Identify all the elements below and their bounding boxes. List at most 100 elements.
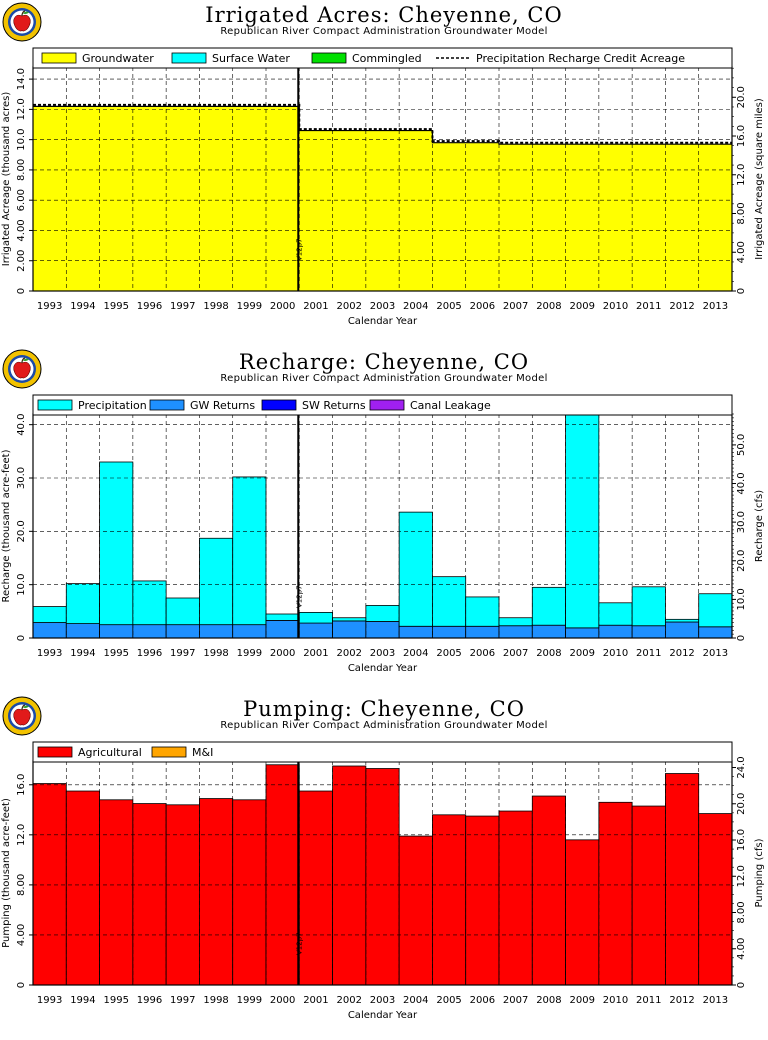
x-tick-label: 2012 [669, 301, 694, 312]
x-tick-label: 1997 [170, 648, 195, 659]
legend: Precipitation GW Returns SW Returns Canal L… [32, 394, 733, 416]
gw-returns-bar [598, 624, 633, 639]
x-tick-label: 1993 [37, 301, 62, 312]
y-right-tick-label: 20.0 [736, 550, 747, 572]
precipitation-bar [332, 617, 367, 622]
legend-swatch [149, 399, 185, 411]
x-tick-label: 2008 [536, 301, 561, 312]
legend: Agricultural M&I [32, 741, 733, 763]
y-right-tick-label: 8.00 [736, 901, 747, 923]
precipitation-bar [432, 576, 467, 627]
precipitation-bar [132, 580, 167, 626]
x-tick-label: 2013 [703, 648, 728, 659]
x-tick-label: 2008 [536, 648, 561, 659]
groundwater-bar [698, 144, 733, 291]
x-tick-label: 2010 [603, 648, 628, 659]
y-tick-label: 20.0 [16, 520, 27, 542]
x-tick-label: 2005 [436, 995, 461, 1006]
x-tick-label: 2002 [336, 648, 361, 659]
legend-label: Precipitation Recharge Credit Acreage [476, 52, 685, 65]
irrigated-acres-panel: Irrigated Acres: Cheyenne, CO Republican… [0, 0, 768, 346]
recharge-chart: V12p7 0 10.0 20.0 30.0 40.0 0 10.0 20.0 30.0 40.0 5… [1, 394, 765, 674]
x-tick-label: 2008 [536, 995, 561, 1006]
x-tick-label: 2013 [703, 995, 728, 1006]
x-tick-label: 2002 [336, 995, 361, 1006]
x-tick-label: 1995 [103, 995, 128, 1006]
legend-swatch [151, 746, 187, 758]
precipitation-bar [465, 596, 500, 627]
model-version-label: V12p7 [295, 585, 303, 608]
agricultural-bar [565, 839, 600, 986]
y-axis-title: Pumping (thousand acre-feet) [1, 798, 12, 948]
groundwater-bar [532, 144, 567, 291]
agricultural-bar [698, 813, 733, 986]
agricultural-bar [598, 801, 633, 986]
x-tick-label: 1996 [137, 301, 162, 312]
logo-apple [13, 14, 31, 32]
gw-returns-bar [498, 625, 533, 639]
y-tick-label: 2.00 [16, 250, 27, 272]
y-tick-label: 30.0 [16, 467, 27, 489]
agricultural-bar [398, 835, 433, 986]
logo-apple-leaf [23, 358, 29, 362]
chart-subtitle: Republican River Compact Administration … [220, 26, 548, 37]
legend-swatch [369, 399, 405, 411]
x-tick-label: 2000 [270, 995, 295, 1006]
precipitation-bar [565, 413, 600, 629]
precipitation-bar [232, 476, 267, 626]
x-tick-label: 1999 [237, 301, 262, 312]
x-tick-label: 1998 [203, 301, 228, 312]
logo-apple-leaf [23, 11, 29, 15]
x-axis-title: Calendar Year [348, 1010, 418, 1021]
x-tick-label: 2010 [603, 995, 628, 1006]
precipitation-bar [498, 617, 533, 627]
gw-returns-bar [398, 625, 433, 639]
pumping-chart: V12p7 0 4.00 8.00 12.0 16.0 0 4.00 8.00 12.0 16.0 2… [1, 741, 765, 1021]
chart-subtitle: Republican River Compact Administration … [220, 720, 548, 731]
groundwater-bar [565, 144, 600, 291]
x-tick-label: 1993 [37, 995, 62, 1006]
grid [33, 67, 732, 291]
logo-apple [13, 361, 31, 379]
y-right-tick-label: 12.0 [736, 164, 747, 186]
legend-box [32, 741, 733, 763]
agricultural-bar [65, 790, 100, 986]
legend-swatch [171, 52, 207, 64]
x-tick-label: 2009 [569, 301, 594, 312]
y-right-tick-label: 40.0 [736, 472, 747, 494]
x-tick-label: 2006 [470, 648, 495, 659]
legend-label: Canal Leakage [410, 399, 491, 412]
x-tick-label: 1998 [203, 648, 228, 659]
x-tick-label: 1995 [103, 648, 128, 659]
gw-returns-bar [165, 624, 200, 639]
gw-returns-bar [32, 622, 67, 639]
agricultural-bar [165, 804, 200, 986]
x-tick-label: 1994 [70, 301, 95, 312]
y-tick-label: 16.0 [16, 774, 27, 796]
x-tick-label: 2003 [370, 995, 395, 1006]
y-tick-label: 12.0 [16, 98, 27, 120]
pumping-panel: Pumping: Cheyenne, CO Republican River C… [0, 694, 768, 1040]
apple-logo-icon [2, 349, 42, 389]
y-tick-label: 8.00 [16, 874, 27, 896]
groundwater-bar [365, 130, 400, 291]
y-right-tick-label: 50.0 [736, 434, 747, 456]
y-right-tick-label: 20.0 [736, 793, 747, 815]
y-tick-label: 0 [16, 288, 27, 294]
y-right-tick-label: 16.0 [736, 125, 747, 147]
x-tick-label: 2000 [270, 648, 295, 659]
groundwater-bar [299, 130, 334, 291]
gw-returns-bar [332, 620, 367, 639]
x-tick-label: 2004 [403, 995, 428, 1006]
legend-box [32, 47, 733, 69]
logo-apple-leaf [23, 705, 29, 709]
x-tick-label: 2007 [503, 648, 528, 659]
gw-returns-bar [132, 624, 167, 639]
y-tick-label: 12.0 [16, 824, 27, 846]
x-tick-label: 1996 [137, 995, 162, 1006]
groundwater-bar [499, 144, 533, 291]
x-tick-label: 1996 [137, 648, 162, 659]
gw-returns-bar [531, 624, 566, 639]
groundwater-bar [432, 142, 467, 291]
y-right-tick-label: 0 [736, 288, 747, 294]
